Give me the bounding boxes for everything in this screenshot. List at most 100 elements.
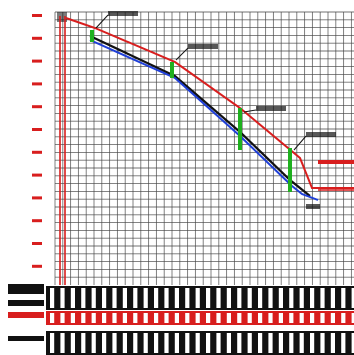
table-cell bbox=[112, 333, 117, 353]
table-cell bbox=[320, 288, 325, 308]
table-cell bbox=[310, 333, 315, 353]
table-cell bbox=[195, 333, 200, 353]
table-cell bbox=[258, 333, 263, 353]
end-label-text bbox=[306, 204, 320, 209]
scale-tick bbox=[32, 219, 42, 223]
table-cell bbox=[226, 313, 231, 323]
table-cell bbox=[237, 288, 242, 308]
table-cell bbox=[50, 313, 55, 323]
table-cell bbox=[278, 313, 283, 323]
scale-tick bbox=[32, 128, 42, 131]
table-cell bbox=[112, 288, 117, 308]
table-cell bbox=[330, 333, 335, 353]
table-cell bbox=[122, 333, 127, 353]
table-cell bbox=[247, 313, 252, 323]
callout-leader bbox=[293, 135, 307, 151]
table-cell bbox=[70, 313, 75, 323]
table-cell bbox=[174, 288, 179, 308]
table-cell bbox=[60, 313, 65, 323]
table-cell bbox=[341, 333, 346, 353]
table-cell bbox=[320, 333, 325, 353]
table-cell bbox=[195, 288, 200, 308]
scale-tick bbox=[32, 82, 42, 86]
table-cell bbox=[216, 313, 221, 323]
structure-markers bbox=[90, 30, 292, 192]
table-cell bbox=[70, 288, 75, 308]
callouts bbox=[95, 11, 354, 209]
scale-tick bbox=[32, 173, 42, 177]
callout-label bbox=[108, 11, 138, 16]
table-cell bbox=[247, 333, 252, 353]
start-marker bbox=[57, 12, 67, 22]
table-cell bbox=[330, 288, 335, 308]
table-cell bbox=[154, 288, 159, 308]
scale-tick bbox=[32, 196, 42, 200]
table-cell bbox=[91, 313, 96, 323]
table-cell bbox=[143, 333, 148, 353]
table-cell bbox=[81, 333, 86, 353]
table-cell bbox=[70, 333, 75, 353]
table-cell bbox=[310, 288, 315, 308]
callout-leader bbox=[243, 109, 257, 113]
scale-tick bbox=[32, 59, 42, 63]
table-cell bbox=[81, 313, 86, 323]
table-cell bbox=[81, 288, 86, 308]
callout-label bbox=[306, 132, 336, 137]
table-cell bbox=[268, 313, 273, 323]
pipe-line bbox=[89, 39, 319, 201]
table-cell bbox=[310, 313, 315, 323]
table-cell bbox=[351, 288, 354, 308]
table-cell bbox=[351, 333, 354, 353]
table-cell bbox=[330, 313, 335, 323]
table-cell bbox=[289, 313, 294, 323]
table-cell bbox=[206, 333, 211, 353]
callout-label bbox=[256, 106, 286, 111]
table-cell bbox=[206, 288, 211, 308]
table-cell bbox=[278, 333, 283, 353]
row-title bbox=[8, 336, 44, 341]
table-cell bbox=[341, 288, 346, 308]
table-cell bbox=[112, 313, 117, 323]
table-cell bbox=[102, 333, 107, 353]
table-cell bbox=[174, 333, 179, 353]
profile-grid bbox=[54, 11, 354, 285]
table-cell bbox=[195, 313, 200, 323]
table-cell bbox=[226, 333, 231, 353]
table-cell bbox=[216, 333, 221, 353]
table-cell bbox=[299, 288, 304, 308]
table-cell bbox=[351, 313, 354, 323]
table-cell bbox=[91, 333, 96, 353]
scale-tick bbox=[32, 264, 42, 268]
structure-marker bbox=[238, 108, 242, 150]
table-cell bbox=[185, 333, 190, 353]
table-cell bbox=[237, 333, 242, 353]
profile-data-table bbox=[8, 284, 354, 355]
table-cell bbox=[289, 288, 294, 308]
table-cell bbox=[278, 288, 283, 308]
table-cell bbox=[164, 333, 169, 353]
table-cell bbox=[133, 313, 138, 323]
table-cell bbox=[122, 313, 127, 323]
table-cell bbox=[154, 313, 159, 323]
scale-tick bbox=[32, 14, 42, 17]
table-cell bbox=[341, 313, 346, 323]
structure-marker bbox=[170, 62, 174, 78]
table-cell bbox=[133, 333, 138, 353]
table-cell bbox=[60, 333, 65, 353]
callout-leader bbox=[175, 47, 189, 61]
table-cell bbox=[226, 288, 231, 308]
table-cell bbox=[206, 313, 211, 323]
callout-label bbox=[188, 44, 218, 49]
table-cell bbox=[143, 288, 148, 308]
table-cell bbox=[237, 313, 242, 323]
table-cell bbox=[154, 333, 159, 353]
table-cell bbox=[164, 313, 169, 323]
scale-tick bbox=[32, 150, 42, 154]
table-cell bbox=[268, 333, 273, 353]
row-title bbox=[8, 284, 44, 294]
callout-leader bbox=[95, 14, 109, 29]
table-cell bbox=[299, 313, 304, 323]
table-cell bbox=[320, 313, 325, 323]
